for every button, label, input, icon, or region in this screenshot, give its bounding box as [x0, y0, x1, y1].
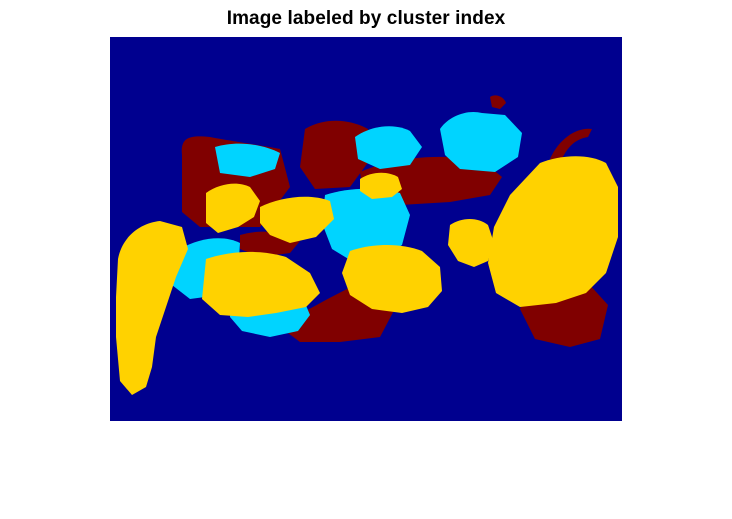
cluster-3-region [342, 245, 442, 313]
cluster-3-region [206, 183, 260, 233]
cluster-3-region [202, 251, 320, 317]
cluster-3-region [116, 221, 188, 395]
cluster-3-region [448, 219, 494, 267]
cluster-3-region [360, 172, 402, 199]
cluster-3-region [260, 196, 334, 243]
label-image-axes [110, 37, 622, 421]
figure-title: Image labeled by cluster index [226, 8, 506, 29]
cluster-4-region [300, 120, 372, 189]
cluster-2-region [322, 188, 410, 263]
cluster-2-region [355, 126, 422, 169]
cluster-2-region [440, 111, 522, 172]
cluster-label-image [110, 37, 622, 421]
cluster-2-region [215, 143, 280, 177]
cluster-4-region [550, 128, 592, 163]
cluster-4-region [490, 95, 506, 109]
cluster-3-region [488, 156, 618, 307]
